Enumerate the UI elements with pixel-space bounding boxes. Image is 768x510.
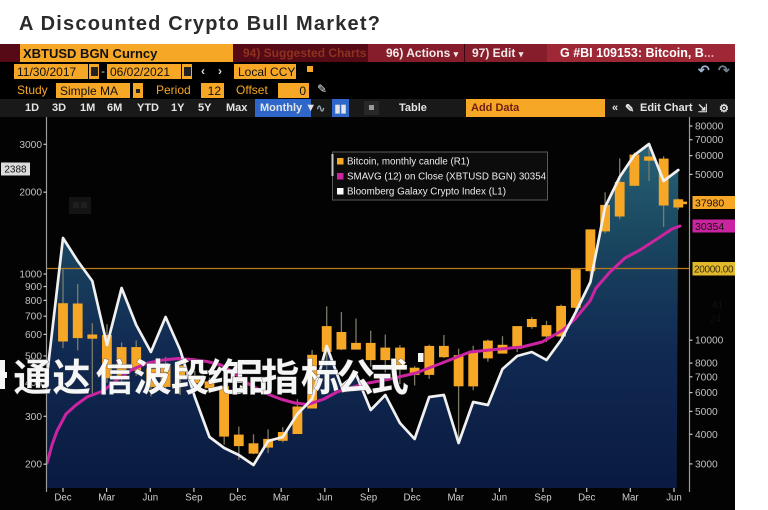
svg-text:37980: 37980 [695,198,724,210]
svg-text:Dec: Dec [578,493,595,504]
svg-text:300: 300 [25,412,42,423]
svg-text:Mar: Mar [622,493,639,504]
svg-text:Dec: Dec [403,493,420,504]
svg-text:Sep: Sep [360,493,377,504]
svg-text:7000: 7000 [695,372,718,383]
svg-text:20000.00: 20000.00 [694,265,734,276]
svg-text:3000: 3000 [19,140,42,151]
svg-text:Bitcoin, monthly candle (R1): Bitcoin, monthly candle (R1) [347,157,470,168]
svg-text:50000: 50000 [695,170,724,181]
svg-text:70000: 70000 [695,135,724,146]
svg-text:SMAVG (12) on Close (XBTUSD B: SMAVG (12) on Close (XBTUSD BGN) 30354 [347,172,547,183]
svg-text:400: 400 [25,378,42,389]
svg-text:Jun: Jun [317,493,333,504]
svg-text:Mar: Mar [98,493,115,504]
svg-text:200: 200 [25,460,42,471]
svg-text:1000: 1000 [19,270,42,281]
svg-text:4000: 4000 [695,430,718,441]
svg-text:700: 700 [25,312,42,323]
svg-text:60000: 60000 [695,151,724,162]
svg-text:80000: 80000 [695,122,724,133]
svg-text:Sep: Sep [534,493,551,504]
svg-text:Dec: Dec [54,493,71,504]
svg-text:5000: 5000 [695,407,718,418]
svg-text:2388: 2388 [4,165,27,176]
svg-text:Dec: Dec [229,493,246,504]
svg-text:500: 500 [25,351,42,362]
svg-text:Jun: Jun [666,493,682,504]
svg-text:Jun: Jun [142,493,158,504]
svg-text:10000: 10000 [695,336,724,347]
svg-text:41: 41 [712,300,724,311]
svg-text:2000: 2000 [19,188,42,199]
svg-text:600: 600 [25,330,42,341]
svg-text:8000: 8000 [695,359,718,370]
svg-text:Bloomberg Galaxy Crypto Index: Bloomberg Galaxy Crypto Index (L1) [347,187,506,198]
svg-text:Mar: Mar [273,493,290,504]
svg-text:6000: 6000 [695,388,718,399]
svg-text:Sep: Sep [185,493,202,504]
svg-text:3000: 3000 [695,459,718,470]
svg-text:900: 900 [25,282,42,293]
svg-text:Jun: Jun [492,493,508,504]
svg-text:30354: 30354 [695,221,724,233]
svg-text:Mar: Mar [447,493,464,504]
svg-text:24: 24 [710,314,722,325]
svg-text:800: 800 [25,296,42,307]
